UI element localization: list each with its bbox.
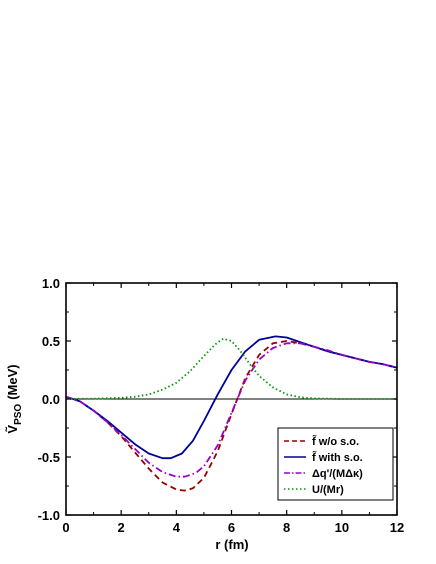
x-tick-label: 6 [228, 520, 235, 535]
x-tick-label: 0 [62, 520, 69, 535]
x-axis-title: r (fm) [215, 537, 248, 552]
y-tick-label: -1.0 [38, 508, 60, 523]
y-tick-label: -0.5 [38, 450, 60, 465]
ticks-layer: 0 2 4 6 8 10 12 -1.0 -0.5 0.0 0.5 1.0 [38, 276, 405, 535]
legend-label-f-with-so: f̃ with s.o. [312, 451, 363, 464]
x-tick-label: 12 [390, 520, 404, 535]
series-line-f-with-s-o [65, 335, 398, 460]
y-axis-title-text: ṼPSO (MeV) [5, 364, 24, 433]
series-layer [65, 335, 398, 492]
y-axis-title-unit: (MeV) [5, 364, 20, 399]
x-tick-label: 8 [283, 520, 290, 535]
legend-box [277, 427, 394, 501]
x-tick-label: 2 [118, 520, 125, 535]
series-line-u-mr [65, 337, 397, 400]
x-tick-label: 10 [335, 520, 349, 535]
x-tick-label: 4 [173, 520, 181, 535]
y-axis-title: ṼPSO (MeV) [5, 364, 24, 433]
legend: f̃ w/o s.o. f̃ with s.o. Δq'/(MΔκ) U/(Mr… [277, 427, 394, 501]
y-axis-title-symbol: Ṽ [5, 425, 20, 434]
y-tick-label: 1.0 [42, 276, 60, 291]
y-axis-title-subscript: PSO [13, 404, 24, 425]
y-tick-label: 0.0 [42, 392, 60, 407]
legend-label-delta-q: Δq'/(MΔκ) [312, 468, 363, 480]
legend-label-f-without-so: f̃ w/o s.o. [312, 435, 359, 448]
legend-label-u-over-mr: U/(Mr) [312, 484, 344, 496]
y-tick-label: 0.5 [42, 334, 60, 349]
